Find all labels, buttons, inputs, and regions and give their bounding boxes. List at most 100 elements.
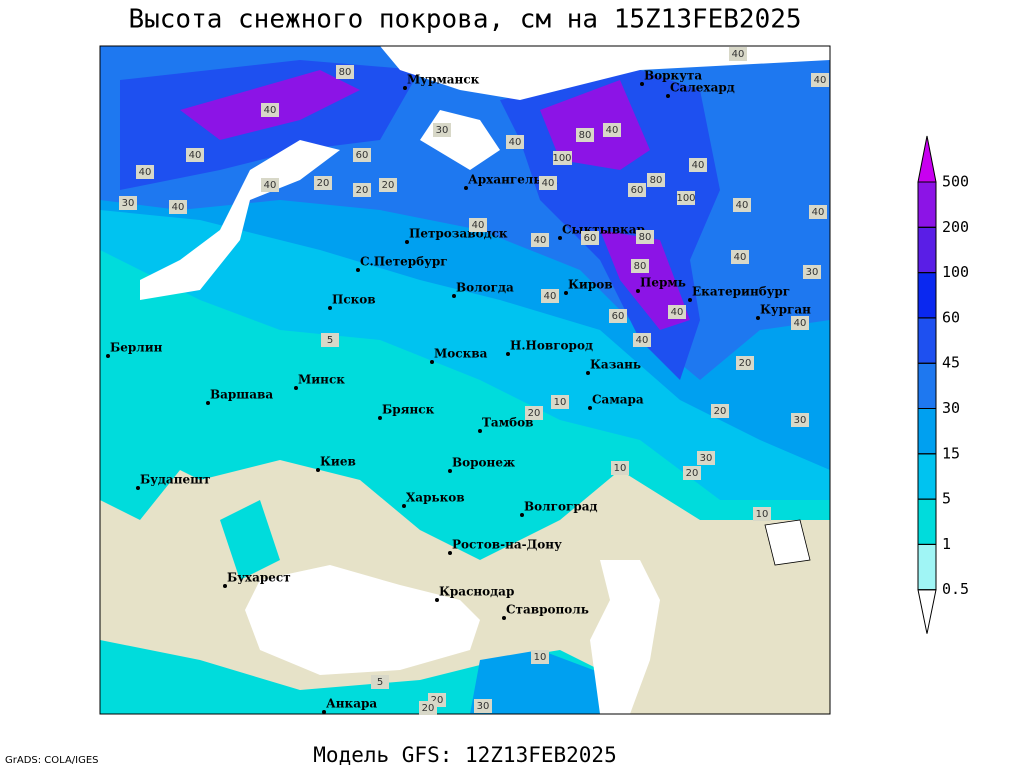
contour-label: 40 xyxy=(814,75,827,86)
city-label: Минск xyxy=(298,373,345,387)
city-marker xyxy=(756,316,760,320)
contour-label: 20 xyxy=(422,703,435,714)
city-label: Самара xyxy=(592,393,644,407)
city-marker xyxy=(636,289,640,293)
contour-label: 80 xyxy=(634,261,647,272)
contour-label-box xyxy=(689,158,707,172)
contour-label-box xyxy=(353,183,371,197)
city-label: Москва xyxy=(434,347,488,361)
model-caption: Модель GFS: 12Z13FEB2025 xyxy=(313,743,616,767)
colorbar-label: 5 xyxy=(942,490,951,508)
city-marker xyxy=(430,360,434,364)
colorbar-segment xyxy=(917,362,937,410)
city-label: Ростов-на-Дону xyxy=(452,538,562,552)
contour-label: 20 xyxy=(356,185,369,196)
contour-label-box xyxy=(753,507,771,521)
contour-label-box xyxy=(261,103,279,117)
city-label: Тамбов xyxy=(482,416,533,430)
city-marker xyxy=(452,294,456,298)
contour-label-box xyxy=(729,47,747,61)
contour-label-box xyxy=(677,191,695,205)
colorbar-label: 45 xyxy=(942,354,960,372)
contour-label: 30 xyxy=(806,267,819,278)
city-marker xyxy=(640,82,644,86)
city-label: Архангельск xyxy=(468,173,558,187)
contour-label-box xyxy=(553,151,571,165)
colorbar-segment xyxy=(917,317,937,364)
contour-label-box xyxy=(611,461,629,475)
contour-label-box xyxy=(186,148,204,162)
contour-label: 60 xyxy=(356,150,369,161)
city-label: Вологда xyxy=(456,281,514,295)
city-marker xyxy=(666,94,670,98)
contour-label-box xyxy=(731,250,749,264)
contour-label: 40 xyxy=(636,335,649,346)
city-label: Пермь xyxy=(640,276,686,290)
colorbar-high xyxy=(917,135,937,183)
city-marker xyxy=(322,710,326,714)
contour-label-box xyxy=(119,196,137,210)
contour-label: 100 xyxy=(552,153,571,164)
colorbar-segment xyxy=(917,498,937,545)
colorbar-label: 15 xyxy=(942,444,960,462)
contour-label-box xyxy=(628,183,646,197)
contour-label: 5 xyxy=(327,335,333,346)
contour-label: 40 xyxy=(736,200,749,211)
contour-label: 60 xyxy=(631,185,644,196)
contour-label: 40 xyxy=(172,202,185,213)
city-marker xyxy=(136,486,140,490)
contour-label-box xyxy=(379,178,397,192)
city-label: Екатеринбург xyxy=(692,285,790,299)
colorbar-segment xyxy=(917,181,937,228)
contour-label: 40 xyxy=(534,235,547,246)
contour-label-box xyxy=(581,231,599,245)
contour-label: 30 xyxy=(122,198,135,209)
contour-label-box xyxy=(539,176,557,190)
colorbar-segment xyxy=(917,408,937,455)
contour-label: 40 xyxy=(606,125,619,136)
contour-label-box xyxy=(419,701,437,715)
contour-label: 20 xyxy=(317,178,330,189)
colorbar-segment xyxy=(917,226,937,274)
colorbar-label: 60 xyxy=(942,308,960,326)
contour-label: 60 xyxy=(612,311,625,322)
contour-label-box xyxy=(525,406,543,420)
contour-label: 40 xyxy=(264,105,277,116)
contour-label-box xyxy=(433,123,451,137)
city-marker xyxy=(520,513,524,517)
contour-label-box xyxy=(647,173,665,187)
city-label: Казань xyxy=(590,358,641,372)
contour-label: 40 xyxy=(794,318,807,329)
contour-label: 80 xyxy=(639,232,652,243)
contour-label-box xyxy=(711,404,729,418)
city-label: Варшава xyxy=(210,388,273,402)
city-marker xyxy=(564,291,568,295)
contour-label-box xyxy=(636,230,654,244)
city-label: Краснодар xyxy=(439,585,514,599)
contour-label: 80 xyxy=(650,175,663,186)
city-marker xyxy=(586,371,590,375)
city-marker xyxy=(223,584,227,588)
contour-label-box xyxy=(803,265,821,279)
contour-label: 30 xyxy=(794,415,807,426)
city-label: С.Петербург xyxy=(360,255,448,269)
contour-label: 5 xyxy=(377,677,383,688)
city-label: Будапешт xyxy=(140,473,210,487)
city-marker xyxy=(502,616,506,620)
contour-label-box xyxy=(371,675,389,689)
colorbar-label: 200 xyxy=(942,218,969,236)
contour-label: 10 xyxy=(756,509,769,520)
colorbar-label: 30 xyxy=(942,399,960,417)
contour-label-box xyxy=(791,413,809,427)
city-marker xyxy=(356,268,360,272)
city-label: Анкара xyxy=(326,697,377,711)
contour-label-box xyxy=(531,650,549,664)
city-label: Киров xyxy=(568,278,613,292)
contour-label-box xyxy=(261,178,279,192)
contour-label: 40 xyxy=(189,150,202,161)
city-label: Курган xyxy=(760,303,811,317)
city-marker xyxy=(405,240,409,244)
contour-label-box xyxy=(506,135,524,149)
city-label: Н.Новгород xyxy=(510,339,593,353)
